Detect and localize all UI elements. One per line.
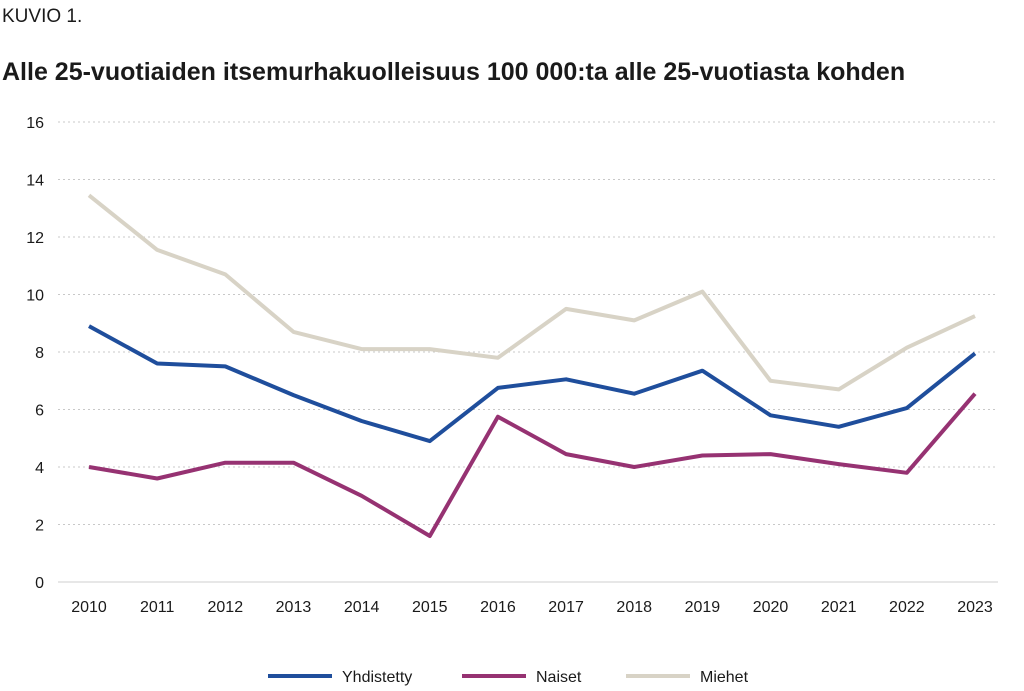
y-tick-label: 2: [35, 518, 44, 535]
y-tick-label: 8: [35, 345, 44, 362]
x-tick-label: 2018: [616, 599, 652, 616]
x-tick-label: 2015: [412, 599, 448, 616]
figure-label: KUVIO 1.: [2, 6, 83, 27]
x-tick-label: 2020: [753, 599, 789, 616]
y-tick-label: 4: [35, 460, 44, 477]
y-tick-label: 12: [26, 230, 44, 247]
x-tick-label: 2016: [480, 599, 516, 616]
x-tick-label: 2022: [889, 599, 925, 616]
legend-label: Yhdistetty: [342, 669, 412, 686]
x-tick-label: 2023: [957, 599, 993, 616]
y-tick-label: 0: [35, 575, 44, 592]
series-line-naiset: [88, 392, 977, 538]
chart-title: Alle 25-vuotiaiden itsemurhakuolleisuus …: [2, 58, 906, 86]
legend: Yhdistetty Naiset Miehet: [268, 669, 749, 686]
x-tick-label: 2017: [548, 599, 584, 616]
series-line-miehet: [87, 193, 976, 392]
x-tick-label: 2010: [71, 599, 107, 616]
x-tick-label: 2014: [344, 599, 380, 616]
y-tick-label: 14: [26, 173, 44, 190]
grid-lines: [58, 121, 998, 583]
legend-label: Naiset: [536, 669, 582, 686]
y-tick-label: 10: [26, 288, 44, 305]
x-tick-label: 2019: [685, 599, 721, 616]
legend-label: Miehet: [700, 669, 749, 686]
y-tick-label: 16: [26, 115, 44, 132]
y-axis-ticks: 0 2 4 6 8 10 12 14 16: [26, 115, 44, 592]
x-tick-label: 2013: [276, 599, 312, 616]
series-lines: [87, 193, 977, 538]
x-axis-ticks: 2010 2011 2012 2013 2014 2015 2016 2017 2018 2019…: [71, 599, 993, 616]
y-tick-label: 6: [35, 403, 44, 420]
series-line-yhdistetty: [88, 324, 977, 444]
x-tick-label: 2021: [821, 599, 857, 616]
x-tick-label: 2012: [208, 599, 244, 616]
x-tick-label: 2011: [140, 599, 175, 616]
